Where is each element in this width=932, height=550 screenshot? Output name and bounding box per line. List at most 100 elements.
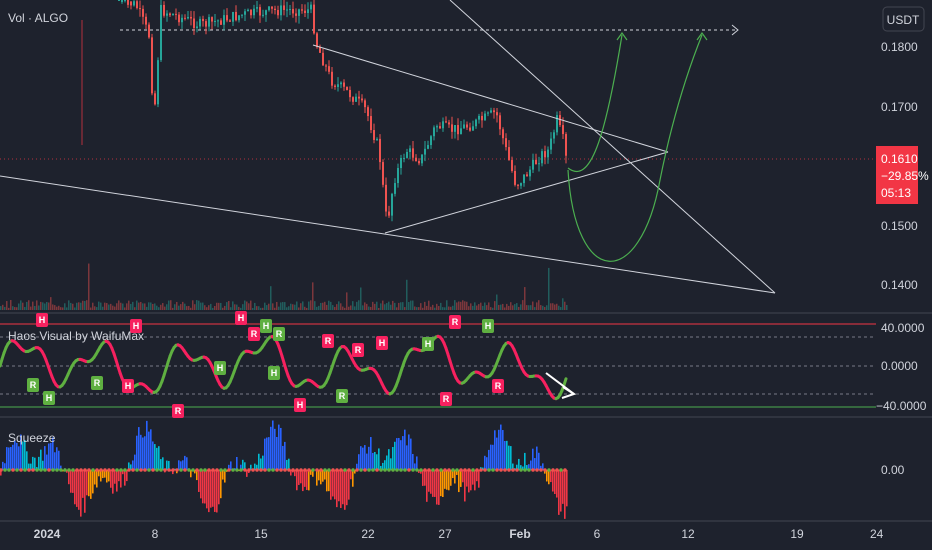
squeeze-bar <box>356 463 358 470</box>
squeeze-bar <box>28 463 30 470</box>
price-tick-3: 0.1400 <box>881 278 918 292</box>
volume-bar <box>190 307 192 310</box>
squeeze-bar <box>152 441 154 470</box>
bullish-projection-path-2[interactable] <box>567 34 703 262</box>
squeeze-dot <box>263 468 267 472</box>
squeeze-bar <box>74 470 76 505</box>
squeeze-bar <box>274 428 276 470</box>
squeeze-bar <box>546 470 548 482</box>
squeeze-bar <box>388 449 390 470</box>
time-tick-3: 22 <box>361 527 375 541</box>
squeeze-bar <box>470 470 472 491</box>
candle-body <box>331 71 333 86</box>
squeeze-bar <box>448 470 450 491</box>
oscillator-line <box>0 334 568 401</box>
squeeze-dot <box>31 468 35 472</box>
squeeze-bar <box>70 470 72 493</box>
candle-body <box>256 7 258 9</box>
triangle-upper-line[interactable] <box>312 44 669 153</box>
squeeze-dot <box>379 468 383 472</box>
squeeze-bar <box>240 464 242 470</box>
candle-body <box>370 116 372 131</box>
candle-body <box>493 110 495 113</box>
volume-bar <box>236 304 238 310</box>
squeeze-bar <box>420 470 422 474</box>
squeeze-bar <box>102 470 104 479</box>
squeeze-bar <box>330 470 332 500</box>
squeeze-bar <box>520 465 522 470</box>
squeeze-bar <box>130 464 132 470</box>
squeeze-bar <box>264 438 266 470</box>
candle-body <box>538 163 540 165</box>
squeeze-bar <box>100 470 102 482</box>
triangle-lower-line[interactable] <box>384 151 669 234</box>
volume-bar <box>550 303 552 310</box>
volume-bar <box>450 306 452 310</box>
squeeze-pane[interactable]: Squeeze 0.00 <box>0 420 905 519</box>
squeeze-dot <box>335 468 339 472</box>
squeeze-bar <box>312 470 314 477</box>
price-pane[interactable]: Vol · ALGO <box>0 0 876 310</box>
candle-body <box>421 154 423 164</box>
volume-bar <box>484 302 486 310</box>
squeeze-dot <box>135 468 139 472</box>
volume-bar <box>334 306 336 310</box>
bullish-projection-path-1[interactable] <box>567 34 623 173</box>
volume-bar <box>514 304 516 310</box>
squeeze-bar <box>288 458 290 470</box>
volume-bar <box>480 302 482 310</box>
upper-descending-line[interactable] <box>449 0 776 294</box>
squeeze-bar <box>348 470 350 500</box>
volume-bar <box>510 302 512 310</box>
drawing-layer[interactable] <box>0 0 776 294</box>
signal-marker <box>172 404 184 418</box>
candle-body <box>226 15 228 21</box>
squeeze-bar <box>516 464 518 470</box>
volume-bar <box>104 302 106 310</box>
volume-bar <box>320 302 322 310</box>
squeeze-dot <box>119 468 123 472</box>
price-axis[interactable]: USDT 0.1800 0.1700 0.1500 0.1400 0.1610 … <box>876 0 932 550</box>
squeeze-dot <box>419 468 423 472</box>
volume-bar <box>318 305 320 310</box>
volume-bar <box>426 305 428 310</box>
signal-marker-label: H <box>238 313 245 323</box>
squeeze-bar <box>362 447 364 470</box>
candle-body <box>154 93 156 105</box>
candle-body <box>136 1 138 9</box>
down-arrowhead <box>561 386 577 399</box>
candle-body <box>310 4 312 10</box>
volume-bar <box>474 302 476 310</box>
volume-bar <box>212 307 214 310</box>
volume-bar <box>180 304 182 310</box>
squeeze-dot <box>235 468 239 472</box>
volume-bar <box>526 305 528 310</box>
volume-bar <box>330 301 332 310</box>
volume-bar <box>154 303 156 310</box>
currency-button[interactable] <box>882 6 925 32</box>
volume-bar <box>274 307 276 310</box>
squeeze-dot <box>195 468 199 472</box>
squeeze-dot <box>79 468 83 472</box>
squeeze-bar <box>258 453 260 470</box>
volume-bar <box>490 307 492 310</box>
candle-body <box>367 107 369 117</box>
lower-wedge-line[interactable] <box>0 175 776 294</box>
squeeze-bar <box>106 470 108 483</box>
candle-body <box>118 0 120 1</box>
signal-marker-label: H <box>133 321 140 331</box>
squeeze-bar <box>2 461 4 470</box>
squeeze-bar <box>536 446 538 470</box>
volume-bar <box>432 304 434 310</box>
candle-body <box>442 121 444 129</box>
time-axis[interactable]: 2024 8 15 22 27 Feb 6 12 19 24 <box>0 520 932 541</box>
signal-marker <box>440 392 452 406</box>
squeeze-bar <box>398 437 400 470</box>
volume-bar <box>500 304 502 310</box>
squeeze-dot <box>203 468 207 472</box>
squeeze-bar <box>418 470 420 473</box>
squeeze-bar <box>538 452 540 470</box>
candle-body <box>322 52 324 66</box>
